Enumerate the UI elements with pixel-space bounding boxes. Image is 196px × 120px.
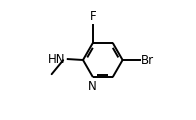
Text: F: F — [90, 10, 96, 23]
Text: Br: Br — [141, 54, 154, 66]
Text: N: N — [88, 80, 97, 93]
Text: HN: HN — [47, 53, 65, 66]
